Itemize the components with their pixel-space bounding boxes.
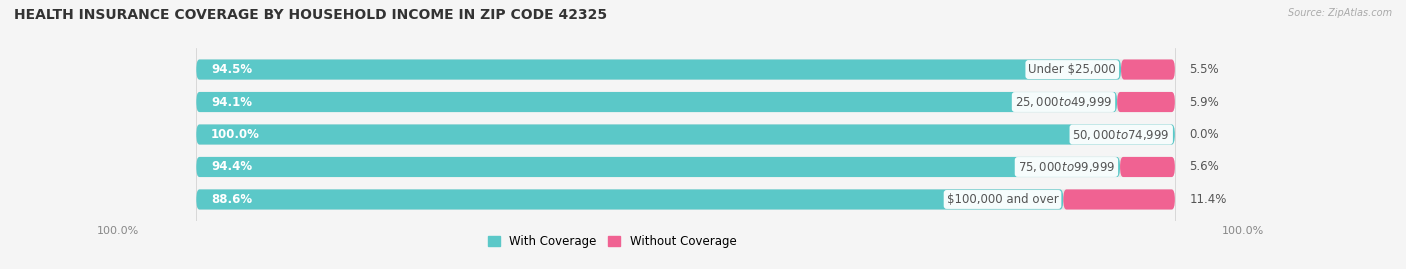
Text: HEALTH INSURANCE COVERAGE BY HOUSEHOLD INCOME IN ZIP CODE 42325: HEALTH INSURANCE COVERAGE BY HOUSEHOLD I… xyxy=(14,8,607,22)
FancyBboxPatch shape xyxy=(197,157,1175,177)
FancyBboxPatch shape xyxy=(197,125,1175,144)
FancyBboxPatch shape xyxy=(197,157,1121,177)
Text: 94.5%: 94.5% xyxy=(211,63,252,76)
Text: 11.4%: 11.4% xyxy=(1189,193,1227,206)
FancyBboxPatch shape xyxy=(197,92,1118,112)
Text: 5.9%: 5.9% xyxy=(1189,95,1219,108)
Text: 88.6%: 88.6% xyxy=(211,193,252,206)
Text: 100.0%: 100.0% xyxy=(211,128,260,141)
Text: Source: ZipAtlas.com: Source: ZipAtlas.com xyxy=(1288,8,1392,18)
Text: $100,000 and over: $100,000 and over xyxy=(946,193,1059,206)
Legend: With Coverage, Without Coverage: With Coverage, Without Coverage xyxy=(484,230,741,253)
FancyBboxPatch shape xyxy=(1063,189,1175,210)
FancyBboxPatch shape xyxy=(197,189,1063,210)
FancyBboxPatch shape xyxy=(197,92,1175,112)
Text: 0.0%: 0.0% xyxy=(1189,128,1219,141)
FancyBboxPatch shape xyxy=(197,125,1175,144)
FancyBboxPatch shape xyxy=(1121,59,1175,80)
Text: $25,000 to $49,999: $25,000 to $49,999 xyxy=(1015,95,1112,109)
Text: 5.6%: 5.6% xyxy=(1189,161,1219,174)
Text: 5.5%: 5.5% xyxy=(1189,63,1219,76)
FancyBboxPatch shape xyxy=(197,59,1121,80)
Text: 94.4%: 94.4% xyxy=(211,161,252,174)
Text: 94.1%: 94.1% xyxy=(211,95,252,108)
FancyBboxPatch shape xyxy=(197,59,1175,80)
FancyBboxPatch shape xyxy=(197,189,1175,210)
Text: $75,000 to $99,999: $75,000 to $99,999 xyxy=(1018,160,1115,174)
FancyBboxPatch shape xyxy=(1121,157,1175,177)
Text: $50,000 to $74,999: $50,000 to $74,999 xyxy=(1073,128,1170,141)
Text: Under $25,000: Under $25,000 xyxy=(1028,63,1116,76)
FancyBboxPatch shape xyxy=(1118,92,1175,112)
